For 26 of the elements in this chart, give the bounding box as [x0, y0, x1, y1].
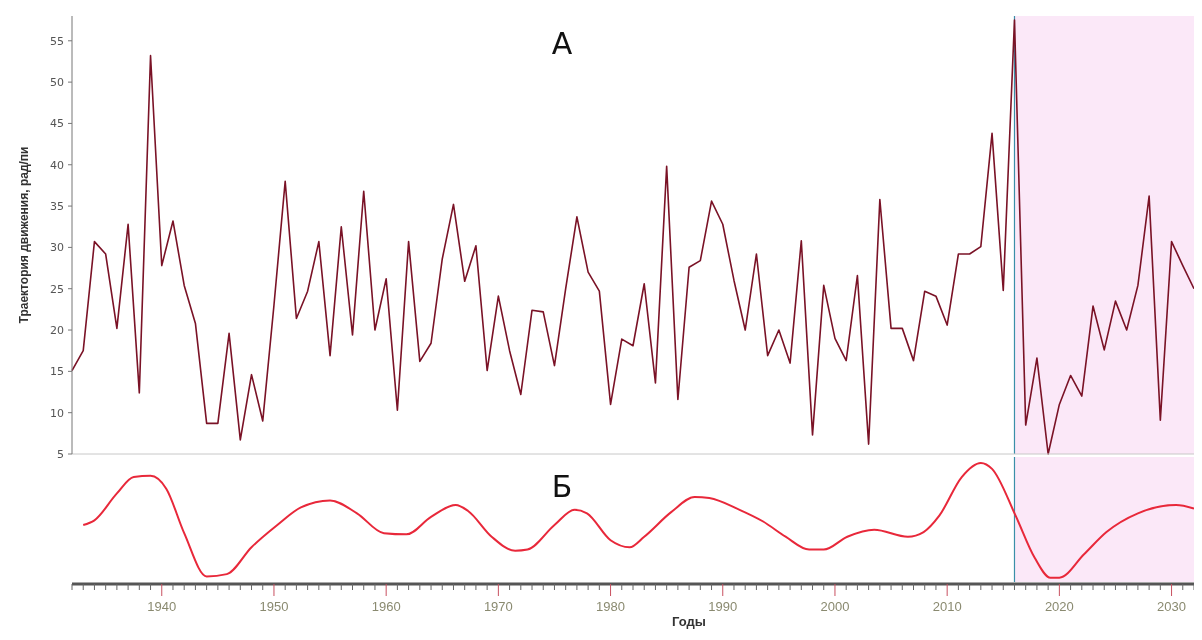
- x-tick-label: 1950: [259, 599, 289, 614]
- x-axis-title: Годы: [672, 614, 706, 629]
- y-tick-label: 35: [50, 199, 64, 213]
- y-tick-label: 20: [50, 323, 64, 337]
- y-tick-label: 5: [57, 447, 64, 461]
- x-tick-label: 2000: [820, 599, 850, 614]
- x-tick-label: 2010: [932, 599, 962, 614]
- y-tick-label: 55: [50, 34, 64, 48]
- y-tick-label: 40: [50, 158, 64, 172]
- x-tick-label: 1940: [147, 599, 177, 614]
- y-axis-title: Траектория движения, рад/пи: [17, 146, 31, 324]
- y-tick-label: 30: [50, 241, 64, 255]
- x-tick-label: 2030: [1157, 599, 1187, 614]
- chart-title: А: [551, 26, 573, 61]
- y-tick-label: 25: [50, 282, 64, 296]
- y-tick-label: 50: [50, 75, 64, 89]
- y-tick-label: 15: [50, 365, 64, 379]
- y-tick-label: 45: [50, 117, 64, 131]
- x-tick-label: 1960: [371, 599, 401, 614]
- chart-title: Б: [551, 469, 573, 504]
- x-tick-label: 1970: [483, 599, 513, 614]
- x-tick-label: 2020: [1044, 599, 1074, 614]
- y-tick-label: 10: [50, 406, 64, 420]
- x-tick-label: 1980: [596, 599, 626, 614]
- x-tick-label: 1990: [708, 599, 738, 614]
- line-series: [71, 19, 1194, 455]
